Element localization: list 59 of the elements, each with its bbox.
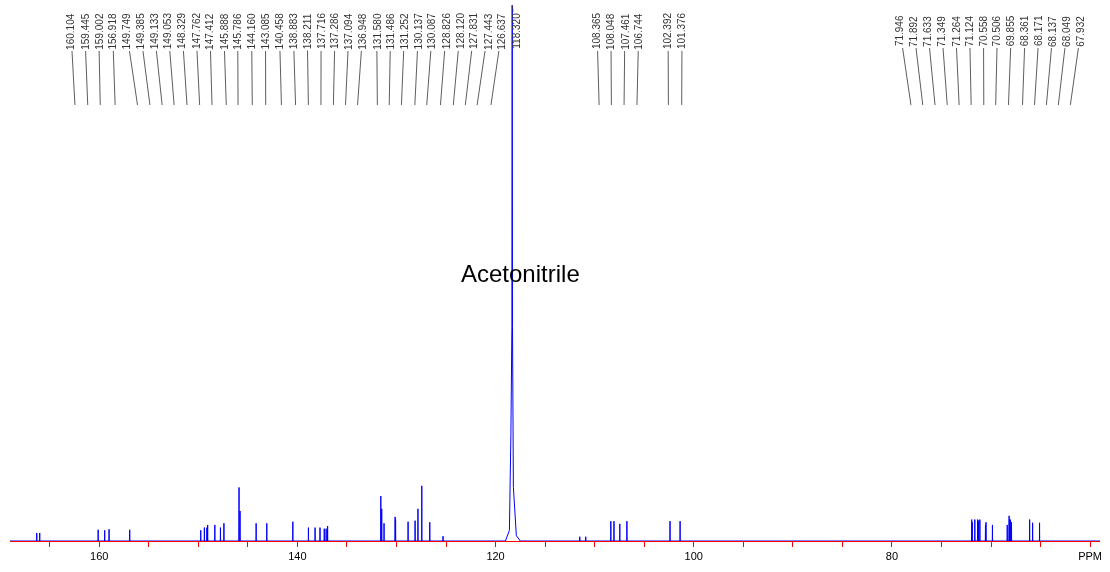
annotation: 137.094 (342, 13, 354, 50)
annotation: 71.349 (935, 15, 947, 47)
annotation: 145.786 (231, 13, 243, 50)
annotation: 131.486 (384, 13, 396, 50)
annotation: 127.443 (482, 13, 494, 50)
annotation: 149.385 (135, 12, 147, 50)
annotation: 71.946 (894, 15, 906, 47)
x-tick-label: 120 (486, 550, 505, 563)
annotation: 130.087 (426, 12, 438, 50)
annotation: 131.252 (398, 12, 410, 50)
annotation: 126.637 (495, 13, 507, 50)
x-tick-label: 100 (684, 550, 703, 563)
x-tick-label: 160 (90, 550, 109, 563)
annotation: 102.392 (662, 12, 674, 50)
annotation: 130.137 (413, 12, 425, 50)
annotation: 144.160 (245, 13, 257, 50)
annotation: 138.883 (288, 12, 300, 50)
annotation: 67.932 (1074, 15, 1086, 47)
annotation: 70.558 (977, 15, 989, 47)
annotation: 71.633 (921, 15, 933, 47)
annotation: 108.365 (591, 12, 603, 50)
annotation: 106.744 (632, 13, 644, 50)
annotation: 137.716 (316, 12, 328, 50)
annotation: 68.137 (1047, 15, 1058, 47)
annotation: 159.002 (93, 13, 105, 50)
annotation: 131.580 (371, 13, 383, 50)
annotation: 128.826 (441, 12, 453, 50)
annotation: 128.120 (455, 12, 467, 50)
annotation: 68.361 (1019, 15, 1031, 47)
annotation: 148.329 (176, 12, 188, 50)
annotation: 149.053 (162, 12, 174, 50)
annotation: 68.171 (1033, 15, 1045, 47)
annotation: 70.506 (991, 15, 1003, 47)
annotation: 156.918 (106, 13, 118, 50)
annotation: 71.264 (950, 15, 962, 47)
annotation: 107.461 (619, 13, 631, 50)
annotation: 149.749 (121, 12, 133, 50)
annotation: 137.286 (329, 12, 341, 49)
x-tick-label: 80 (885, 550, 899, 563)
annotation: 101.376 (676, 12, 688, 49)
annotation: 127.831 (468, 12, 480, 49)
annotation: 145.888 (218, 13, 230, 50)
annotation: 108.048 (604, 13, 616, 50)
x-tick-label: 140 (288, 550, 307, 563)
annotation: 149.133 (149, 12, 161, 50)
annotation: 147.762 (191, 12, 202, 49)
annotation: 143.085 (259, 12, 271, 50)
annotation: 118.320 (510, 12, 522, 49)
annotation: 71.124 (963, 15, 975, 47)
annotation: 160.104 (64, 13, 76, 50)
annotation: 147.412 (203, 13, 215, 50)
annotation: 140.458 (274, 12, 286, 50)
annotation: 136.948 (356, 13, 368, 50)
annotation: 138.211 (302, 13, 314, 50)
annotation: 159.445 (79, 13, 91, 50)
annotation: 68.049 (1060, 15, 1072, 47)
x-tick-label: PPM (1078, 550, 1103, 563)
annotation: 71.892 (908, 15, 919, 47)
annotation: 69.855 (1005, 15, 1017, 47)
